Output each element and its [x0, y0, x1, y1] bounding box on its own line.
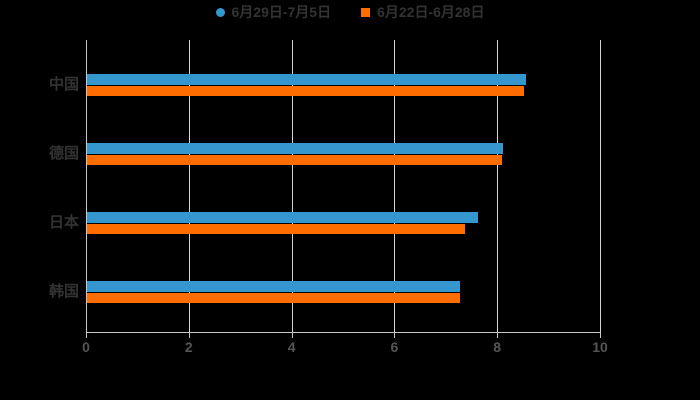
legend-circle-marker-icon [215, 7, 225, 17]
bar-blue-韩国 [87, 281, 460, 292]
x-tick-label: 4 [287, 339, 296, 355]
category-label: 日本 [48, 213, 79, 231]
legend-item-label: 6月29日-7月5日 [231, 4, 332, 20]
legend-item-0[interactable]: 6月29日-7月5日 [215, 4, 332, 20]
x-tick-label: 10 [592, 339, 608, 355]
gridline [394, 40, 396, 332]
gridline [497, 40, 499, 332]
x-axis-tick [188, 332, 190, 338]
gridline [600, 40, 601, 332]
x-tick-label: 6 [390, 339, 399, 355]
x-axis-tick [600, 332, 601, 338]
gridline [188, 40, 190, 332]
x-tick-label: 0 [82, 339, 90, 355]
x-axis-line [86, 332, 601, 333]
legend: 6月29日-7月5日 6月22日-6月28日 [0, 4, 700, 20]
category-label: 韩国 [48, 282, 79, 300]
bar-orange-德国 [87, 154, 503, 165]
x-tick-label: 2 [184, 339, 193, 355]
x-axis-tick [497, 332, 499, 338]
legend-item-1[interactable]: 6月22日-6月28日 [361, 4, 484, 20]
bar-orange-中国 [87, 85, 524, 96]
y-axis-line [86, 40, 87, 332]
legend-item-label: 6月22日-6月28日 [377, 4, 485, 20]
gridline [291, 40, 293, 332]
x-axis-tick [86, 332, 87, 338]
x-tick-label: 8 [493, 339, 502, 355]
x-axis-tick [394, 332, 396, 338]
bar-blue-德国 [87, 143, 504, 154]
bar-orange-日本 [87, 223, 465, 234]
bar-blue-中国 [87, 74, 527, 85]
bar-orange-韩国 [87, 292, 460, 303]
legend-square-marker-icon [361, 7, 371, 17]
x-axis-tick [291, 332, 293, 338]
bar-blue-日本 [87, 212, 478, 223]
category-label: 中国 [48, 75, 79, 93]
category-label: 德国 [48, 144, 79, 162]
